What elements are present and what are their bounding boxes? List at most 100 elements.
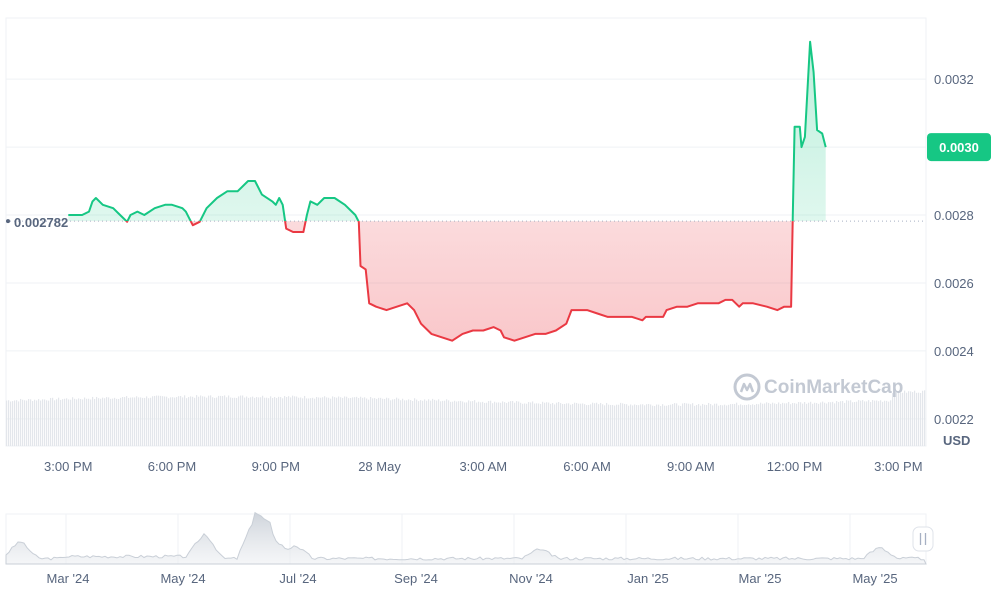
volume-bar	[748, 404, 750, 446]
volume-bar	[576, 402, 578, 446]
volume-bar	[762, 403, 764, 446]
volume-bars	[6, 390, 926, 446]
volume-bar	[546, 402, 548, 446]
volume-bar	[62, 399, 64, 446]
volume-bar	[796, 403, 798, 446]
volume-bar	[54, 400, 56, 446]
x-tick-label: 6:00 AM	[563, 459, 611, 474]
volume-bar	[530, 402, 532, 446]
volume-bar	[196, 395, 198, 446]
range-overview[interactable]: Mar '24 May '24 Jul '24 Sep '24 Nov '24 Jan '…	[5, 511, 934, 586]
volume-bar	[156, 395, 158, 446]
volume-bar	[456, 401, 458, 446]
volume-bar	[698, 404, 700, 446]
watermark-text: CoinMarketCap	[764, 377, 903, 398]
volume-bar	[620, 402, 622, 446]
volume-bar	[558, 401, 560, 446]
volume-bar	[814, 402, 816, 446]
range-handle-icon[interactable]	[912, 526, 934, 552]
volume-bar	[700, 405, 702, 446]
volume-bar	[600, 402, 602, 446]
volume-bar	[112, 398, 114, 446]
volume-bar	[170, 397, 172, 446]
volume-bar	[32, 401, 34, 446]
volume-bar	[880, 400, 882, 446]
volume-bar	[306, 398, 308, 446]
volume-bar	[628, 405, 630, 446]
volume-bar	[634, 404, 636, 446]
volume-bar	[808, 402, 810, 446]
volume-bar	[506, 402, 508, 446]
volume-bar	[776, 404, 778, 446]
coinmarketcap-logo-icon	[733, 373, 761, 401]
volume-bar	[584, 404, 586, 446]
volume-bar	[356, 396, 358, 446]
volume-bar	[348, 398, 350, 446]
reference-price-label: 0.002782	[14, 215, 68, 230]
volume-bar	[784, 403, 786, 446]
volume-bar	[292, 395, 294, 446]
volume-bar	[182, 397, 184, 446]
volume-bar	[336, 397, 338, 446]
volume-bar	[608, 404, 610, 446]
volume-bar	[194, 397, 196, 446]
volume-bar	[710, 404, 712, 446]
volume-bar	[10, 401, 12, 446]
volume-bar	[686, 403, 688, 446]
watermark: CoinMarketCap	[733, 373, 903, 401]
volume-bar	[224, 395, 226, 446]
volume-bar	[740, 404, 742, 446]
volume-bar	[288, 396, 290, 446]
volume-bar	[860, 400, 862, 446]
volume-bar	[6, 400, 8, 446]
volume-bar	[826, 403, 828, 446]
volume-bar	[802, 403, 804, 446]
volume-bar	[142, 397, 144, 446]
volume-bar	[114, 397, 116, 446]
volume-bar	[486, 402, 488, 446]
volume-bar	[554, 404, 556, 446]
volume-bar	[472, 401, 474, 446]
volume-bar	[914, 390, 916, 446]
volume-bar	[846, 400, 848, 446]
x-tick-label: 3:00 PM	[44, 459, 92, 474]
y-tick-label: 0.0022	[934, 412, 974, 427]
volume-bar	[760, 402, 762, 446]
overview-x-tick-label: May '25	[852, 571, 897, 586]
volume-bar	[906, 392, 908, 446]
volume-bar	[652, 405, 654, 446]
volume-bar	[52, 397, 54, 446]
volume-bar	[788, 401, 790, 446]
volume-bar	[424, 399, 426, 446]
price-line-down	[124, 221, 794, 342]
volume-bar	[438, 399, 440, 446]
volume-bar	[204, 396, 206, 446]
volume-bar	[868, 400, 870, 446]
volume-bar	[500, 402, 502, 446]
volume-bar	[842, 400, 844, 446]
volume-bar	[412, 400, 414, 446]
volume-bar	[722, 405, 724, 446]
volume-bar	[638, 405, 640, 446]
volume-bar	[478, 401, 480, 446]
volume-bar	[166, 396, 168, 446]
overview-x-tick-label: Mar '24	[47, 571, 90, 586]
volume-bar	[238, 396, 240, 446]
overview-x-tick-label: Jul '24	[279, 571, 316, 586]
volume-bar	[434, 399, 436, 446]
volume-bar	[254, 397, 256, 446]
volume-bar	[756, 403, 758, 446]
volume-bar	[774, 403, 776, 446]
volume-bar	[138, 397, 140, 446]
volume-bar	[896, 390, 898, 446]
reference-marker	[6, 219, 10, 224]
x-tick-label: 3:00 PM	[874, 459, 922, 474]
volume-bar	[594, 403, 596, 446]
volume-bar	[340, 397, 342, 446]
volume-bar	[454, 400, 456, 446]
volume-bar	[344, 396, 346, 446]
volume-bar	[510, 401, 512, 446]
volume-bar	[532, 401, 534, 446]
